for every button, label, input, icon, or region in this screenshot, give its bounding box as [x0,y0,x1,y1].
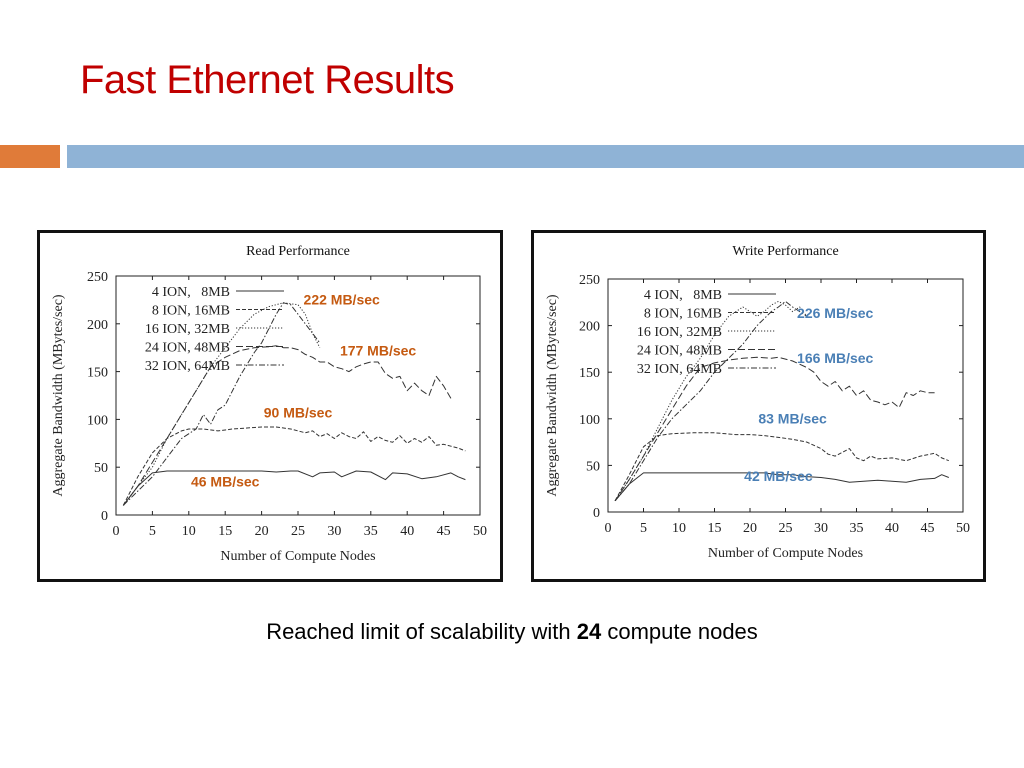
slide-caption: Reached limit of scalability with 24 com… [0,619,1024,645]
y-tick-label: 100 [87,413,108,428]
x-tick-label: 50 [956,521,970,536]
x-tick-label: 15 [708,521,722,536]
y-tick-label: 200 [579,320,600,335]
x-tick-label: 10 [182,524,196,539]
legend-label: 32 ION, 64MB [637,362,722,377]
x-tick-label: 35 [364,524,378,539]
legend-label: 16 ION, 32MB [637,325,722,340]
series-line-2 [614,432,949,502]
write-chart-svg: Write Performance 0 5 10 15 20 25 30 35 40 45 50 0 50… [545,244,970,561]
value-annotation: 90 MB/sec [264,404,333,420]
x-tick-label: 10 [672,521,686,536]
x-tick-label: 0 [113,524,120,539]
caption-text-after: compute nodes [601,619,758,644]
y-tick-label: 50 [586,459,600,474]
series-line-5 [614,300,808,502]
x-tick-label: 30 [814,521,828,536]
series-line-4 [614,356,935,502]
series-line-2 [122,426,466,506]
chart-title: Read Performance [246,244,350,259]
series-line-3 [614,300,808,502]
x-tick-label: 25 [779,521,793,536]
value-annotation: 166 MB/sec [797,350,873,366]
read-performance-chart: Read Performance 0 5 10 15 20 25 30 35 40 45 50 0 50 1… [37,230,503,582]
legend-label: 4 ION, 8MB [644,288,722,303]
y-tick-label: 100 [579,413,600,428]
y-tick-label: 150 [87,366,108,381]
y-axis-label: Aggregate Bandwidth (MBytes/sec) [51,294,66,497]
x-tick-label: 20 [743,521,757,536]
y-tick-label: 250 [579,273,600,288]
value-annotation: 222 MB/sec [304,292,380,308]
series-line-5 [122,302,321,506]
legend-label: 24 ION, 48MB [637,344,722,359]
series-line-3 [122,302,321,506]
x-tick-label: 20 [255,524,269,539]
chart-title: Write Performance [732,244,838,259]
value-annotation: 177 MB/sec [340,342,416,358]
legend-label: 4 ION, 8MB [152,285,230,300]
x-tick-label: 40 [400,524,414,539]
value-annotation: 226 MB/sec [797,305,873,321]
write-performance-chart: Write Performance 0 5 10 15 20 25 30 35 40 45 50 0 50… [531,230,986,582]
series-line-4 [122,345,452,506]
legend-label: 24 ION, 48MB [145,341,230,356]
x-tick-label: 45 [437,524,451,539]
x-tick-label: 50 [473,524,487,539]
x-tick-label: 40 [885,521,899,536]
x-axis-label: Number of Compute Nodes [708,546,863,561]
y-tick-label: 50 [94,461,108,476]
legend-label: 16 ION, 32MB [145,322,230,337]
y-tick-label: 0 [101,509,108,524]
accent-bar-orange [0,145,60,168]
value-annotation: 42 MB/sec [744,468,813,484]
legend-label: 32 ION, 64MB [145,359,230,374]
legend-label: 8 ION, 16MB [644,307,722,322]
read-chart-svg: Read Performance 0 5 10 15 20 25 30 35 40 45 50 0 50 1… [51,244,487,564]
y-axis-label: Aggregate Bandwidth (MBytes/sec) [545,294,560,497]
value-annotation: 46 MB/sec [191,473,260,489]
x-tick-label: 35 [850,521,864,536]
x-axis-label: Number of Compute Nodes [220,549,375,564]
y-tick-label: 250 [87,270,108,285]
series-line-1 [614,472,949,502]
series-line-1 [122,470,466,506]
x-tick-label: 0 [605,521,612,536]
y-tick-label: 200 [87,318,108,333]
slide-title: Fast Ethernet Results [80,58,455,102]
x-tick-label: 5 [640,521,647,536]
x-tick-label: 30 [327,524,341,539]
accent-bar-blue [67,145,1024,168]
x-tick-label: 15 [218,524,232,539]
caption-text-before: Reached limit of scalability with [266,619,577,644]
x-tick-label: 5 [149,524,156,539]
x-tick-label: 25 [291,524,305,539]
caption-bold-number: 24 [576,619,602,644]
y-tick-label: 0 [593,506,600,521]
x-tick-label: 45 [921,521,935,536]
y-tick-label: 150 [579,366,600,381]
legend-label: 8 ION, 16MB [152,304,230,319]
value-annotation: 83 MB/sec [758,410,827,426]
